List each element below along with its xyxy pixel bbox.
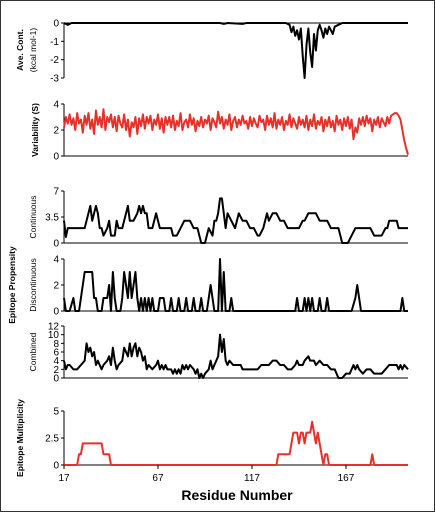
variability-y-label: Variability (S) [30,103,40,157]
continuous-y-tick-label: 7 [53,187,59,198]
epitope-multiplicity-y-label: Epitope Multiplicity [15,399,25,477]
discontinuous-y-tick-label: 0 [53,307,59,318]
panel-discontinuous: 4 2 0 Discontinuous [28,255,408,318]
combined-y-label: Combined [28,332,38,371]
average-contact-y-tick-label: -1 [50,37,59,48]
x-tick-label: 67 [152,473,164,484]
x-axis-label: Residue Number [181,487,293,503]
combined-y-tick-label: 6 [53,348,59,359]
continuous-series-line [63,197,408,244]
panel-variability: 4 2 0 Variability (S) [30,100,409,163]
combined-series-line [63,333,409,379]
discontinuous-y-label: Discontinuous [28,258,38,311]
average-contact-series-line [63,22,408,79]
variability-series-line [63,108,409,155]
x-tick-label: 167 [338,473,355,484]
epitope-multiplicity-series-line [64,420,408,466]
x-tick-label: 17 [58,473,70,484]
continuous-y-tick-label: 3.5 [45,213,59,224]
panel-average-contact: 0 -1 -2 -3 Ave. Cont. (kcal mol-1) [15,19,408,85]
combined-y-tick-label: 8 [53,339,59,350]
average-contact-y-label: (kcal mol-1) [28,28,38,73]
variability-y-tick-label: 2 [53,126,59,137]
average-contact-y-tick-label: -2 [50,55,59,66]
epitope-multiplicity-y-tick-label: 2.5 [45,434,59,445]
discontinuous-y-tick-label: 2 [53,281,59,292]
x-tick-label: 117 [244,473,260,484]
continuous-y-tick-label: 0 [53,239,59,250]
variability-y-tick-label: 4 [53,100,59,111]
combined-y-tick-label: 4 [53,356,59,367]
panel-continuous: 7 3.5 0 Continuous [28,187,408,250]
epitope-propensity-label: Epitope Propensity [7,246,17,324]
continuous-y-label: Continuous [28,195,38,238]
combined-y-tick-label: 12 [48,322,60,333]
discontinuous-series-line [63,258,408,312]
variability-y-tick-label: 0 [53,152,59,163]
panel-epitope-multiplicity: 5 2.5 0 Epitope Multiplicity [15,399,408,477]
average-contact-y-label: Ave. Cont. [15,29,25,71]
epitope-multiplicity-y-tick-label: 0 [53,461,59,472]
epitope-multiplicity-y-tick-label: 5 [53,407,59,418]
average-contact-y-tick-label: 0 [53,19,59,30]
discontinuous-y-tick-label: 4 [53,255,59,266]
combined-y-tick-label: 10 [48,330,60,341]
combined-y-tick-label: 0 [53,374,59,385]
combined-y-tick-label: 2 [53,365,59,376]
average-contact-y-tick-label: -3 [50,74,59,85]
